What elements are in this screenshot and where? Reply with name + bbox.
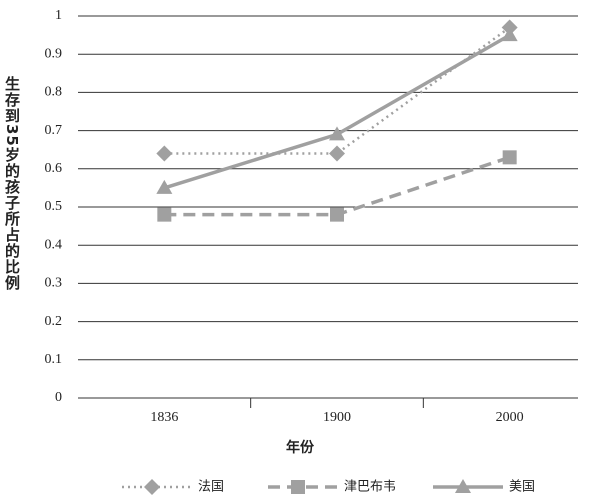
legend-label: 津巴布韦 <box>344 480 396 495</box>
x-tick-label: 1900 <box>323 410 351 425</box>
marker <box>156 179 173 194</box>
series-line <box>163 33 511 190</box>
x-tick-label: 2000 <box>496 410 524 425</box>
y-tick-label: 0.1 <box>45 352 63 367</box>
y-axis-label: 生存到35岁的孩子所占的比例 <box>3 76 21 291</box>
y-tick-label: 0.5 <box>45 199 63 214</box>
legend-item: 法国 <box>122 479 224 495</box>
x-tick-label: 1836 <box>150 410 178 425</box>
y-tick-label: 0.9 <box>45 46 63 61</box>
marker <box>156 145 173 162</box>
y-tick-label: 0.7 <box>45 123 63 138</box>
marker <box>501 27 518 42</box>
marker <box>329 126 345 141</box>
marker <box>502 150 517 165</box>
marker <box>144 479 160 495</box>
legend-label: 法国 <box>198 480 224 495</box>
legend-item: 津巴布韦 <box>268 480 396 495</box>
y-tick-label: 0.6 <box>45 161 63 176</box>
marker <box>330 207 344 222</box>
y-tick-label: 0 <box>55 390 62 405</box>
y-tick-label: 0.4 <box>45 237 63 252</box>
marker <box>291 480 305 494</box>
x-axis-label: 年份 <box>286 439 315 456</box>
series-line <box>164 155 511 217</box>
y-tick-label: 1 <box>55 8 62 23</box>
y-tick-label: 0.3 <box>45 276 63 291</box>
legend-item: 美国 <box>433 479 535 495</box>
y-tick-label: 0.2 <box>45 314 63 329</box>
y-tick-label: 0.8 <box>45 85 63 100</box>
marker <box>157 207 172 222</box>
marker <box>455 479 471 493</box>
legend-label: 美国 <box>509 480 535 495</box>
marker <box>329 145 345 162</box>
